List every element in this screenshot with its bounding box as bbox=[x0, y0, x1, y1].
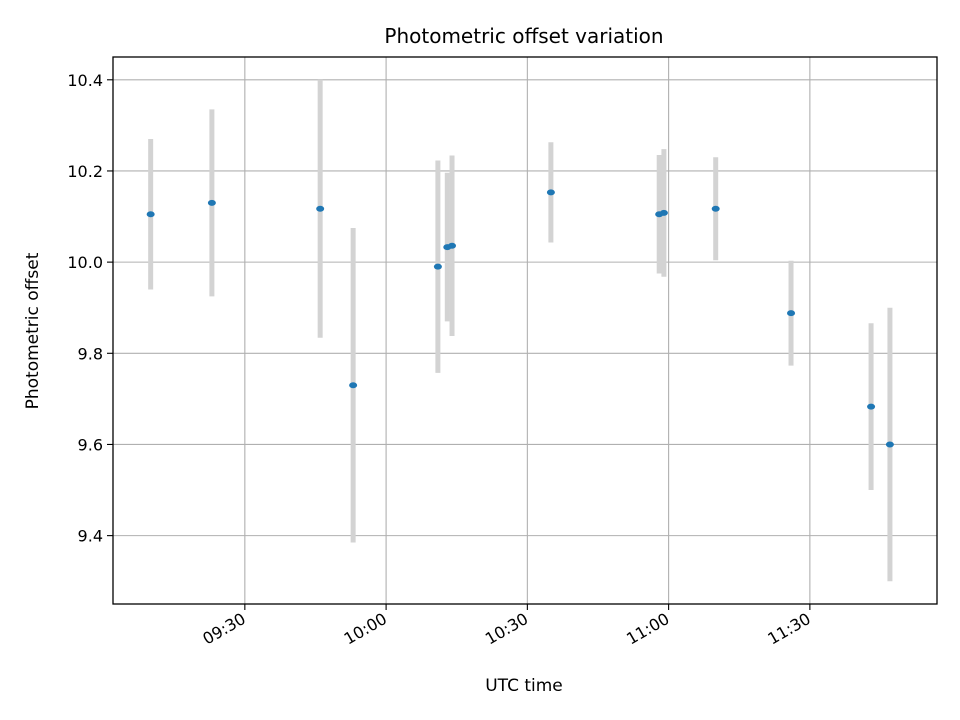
x-tick-label: 11:00 bbox=[623, 609, 672, 649]
y-axis: 9.4 9.6 9.8 10.0 10.2 10.4 bbox=[67, 71, 113, 546]
x-tick-label: 10:30 bbox=[482, 609, 531, 649]
data-point bbox=[207, 199, 216, 206]
plot-frame bbox=[112, 56, 938, 605]
data-point bbox=[659, 209, 668, 216]
chart-title: Photometric offset variation bbox=[384, 24, 663, 48]
x-tick-label: 10:00 bbox=[341, 609, 390, 649]
y-tick-label: 9.6 bbox=[78, 435, 103, 454]
x-axis: 09:30 10:00 10:30 11:00 11:30 bbox=[199, 604, 814, 649]
data-point bbox=[885, 441, 894, 448]
grid-lines bbox=[113, 57, 937, 604]
data-point bbox=[867, 403, 876, 410]
data-point bbox=[146, 211, 155, 218]
data-point bbox=[546, 189, 555, 196]
error-bars bbox=[148, 79, 893, 582]
y-tick-label: 10.0 bbox=[67, 253, 103, 272]
data-points bbox=[146, 189, 894, 448]
data-point bbox=[711, 205, 720, 212]
y-tick-label: 10.4 bbox=[67, 71, 103, 90]
x-tick-label: 09:30 bbox=[199, 609, 248, 649]
y-tick-label: 10.2 bbox=[67, 162, 103, 181]
data-point bbox=[448, 242, 457, 249]
data-point bbox=[787, 310, 796, 317]
data-point bbox=[349, 382, 358, 389]
y-axis-label: Photometric offset bbox=[23, 252, 43, 409]
data-point bbox=[316, 205, 325, 212]
y-tick-label: 9.4 bbox=[78, 527, 103, 546]
y-tick-label: 9.8 bbox=[78, 344, 103, 363]
x-axis-label: UTC time bbox=[485, 676, 563, 696]
data-point bbox=[433, 263, 442, 270]
x-tick-label: 11:30 bbox=[764, 609, 813, 649]
